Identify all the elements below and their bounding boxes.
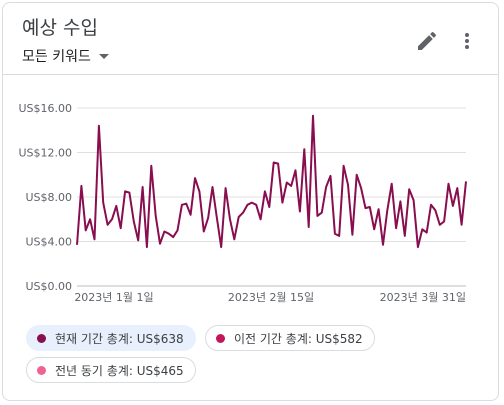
more-vert-icon [465,33,469,49]
legend-dot [37,333,46,343]
y-tick-label: US$8.00 [25,191,72,204]
x-tick-label: 2023년 2월 15일 [228,290,314,304]
x-tick-label: 2023년 3월 31일 [380,290,466,304]
y-tick-label: US$12.00 [18,147,72,160]
series-line-current-period [76,114,467,249]
legend-chip[interactable]: 이전 기간 총계: US$582 [205,325,375,351]
keyword-filter-label: 모든 키워드 [22,49,91,65]
legend-label: 현재 기간 총계: US$638 [55,331,184,346]
card-title: 예상 수입 [22,17,98,39]
y-tick-label: US$16.00 [18,102,72,115]
legend-chip[interactable]: 전년 동기 총계: US$465 [26,357,196,383]
y-tick-label: US$0.00 [25,280,72,293]
legend-label: 전년 동기 총계: US$465 [55,363,184,378]
legend-dot [216,333,225,343]
legend-label: 이전 기간 총계: US$582 [234,331,363,346]
more-options-button[interactable] [455,29,479,53]
x-tick-label: 2023년 1월 1일 [74,290,153,304]
edit-button[interactable] [415,29,439,53]
legend-dot [37,365,46,375]
caret-down-icon [98,53,109,59]
legend-chip[interactable]: 현재 기간 총계: US$638 [26,325,196,351]
keyword-filter-dropdown[interactable]: 모든 키워드 [22,46,109,66]
y-tick-label: US$4.00 [25,236,72,249]
pencil-icon [418,31,437,50]
header-divider [3,74,498,75]
earnings-line-chart: US$0.00 US$4.00 US$8.00 US$12.00 US$16.00 202… [18,102,467,304]
